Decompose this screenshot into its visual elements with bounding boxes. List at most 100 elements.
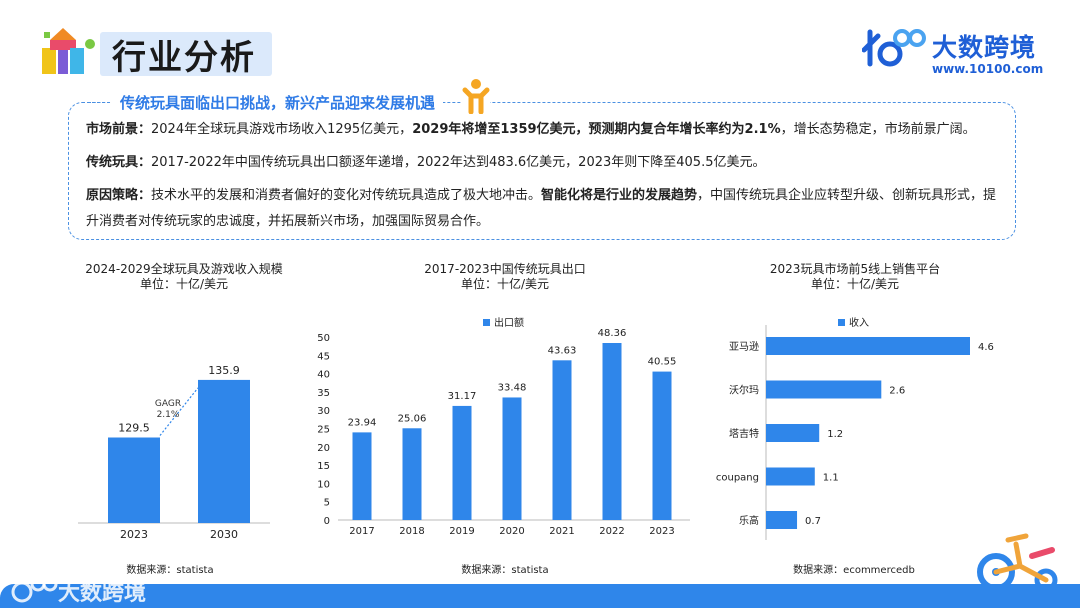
summary-text: 2017-2022年中国传统玩具出口额逐年递增，2022年达到483.6亿美元，… — [151, 155, 766, 170]
tricycle-icon — [977, 533, 1058, 592]
chart2-legend-label: 出口额 — [494, 316, 524, 329]
chart3-bar — [766, 380, 882, 399]
footer-bar — [0, 584, 1080, 608]
chart2-category-label: 2022 — [599, 526, 624, 537]
chart2-bar — [452, 405, 472, 520]
chart2-value-label: 31.17 — [448, 391, 477, 402]
chart2-ytick-label: 20 — [317, 443, 330, 454]
chart2-title-block: 2017-2023中国传统玩具出口 单位：十亿/美元 — [390, 262, 620, 292]
chart1-annotation-label: GAGR — [155, 399, 181, 409]
chart1-annotation-value: 2.1% — [157, 410, 180, 420]
chart2-ytick-label: 45 — [317, 351, 330, 362]
chart2-bar — [502, 397, 522, 520]
chart2-ytick-label: 50 — [317, 333, 330, 344]
chart3-value-label: 1.2 — [827, 429, 843, 440]
chart2-ytick-label: 30 — [317, 406, 330, 417]
chart1-value-label: 129.5 — [118, 422, 150, 435]
chart1-category-label: 2023 — [120, 528, 148, 541]
summary-row-strategy: 原因策略：技术水平的发展和消费者偏好的变化对传统玩具造成了极大地冲击。智能化将是… — [86, 183, 1006, 235]
chart3-title-block: 2023玩具市场前5线上销售平台 单位：十亿/美元 — [740, 262, 970, 292]
chart3-value-label: 1.1 — [823, 473, 839, 484]
chart2-category-label: 2017 — [349, 526, 374, 537]
toy-blocks-icon — [42, 28, 95, 74]
chart2-svg: 0 5 10 15 20 25 30 35 40 45 50 23.94 2017 25.06 2018 31… — [317, 316, 690, 537]
chart2-ytick-label: 0 — [324, 516, 330, 527]
chart1-value-label: 135.9 — [208, 364, 240, 377]
chart2-ytick-label: 35 — [317, 388, 330, 399]
chart3-category-label: 塔吉特 — [729, 427, 759, 440]
chart2-ytick-label: 25 — [317, 425, 330, 436]
summary-label: 市场前景： — [86, 122, 152, 137]
chart2-value-label: 33.48 — [498, 382, 527, 393]
chart2-bar — [402, 428, 422, 520]
chart2-value-label: 40.55 — [648, 357, 677, 368]
chart2-value-label: 43.63 — [548, 345, 577, 356]
chart2-category-label: 2018 — [399, 526, 424, 537]
summary-text: ，增长态势稳定，市场前景广阔。 — [780, 122, 976, 137]
chart2-bar — [352, 432, 372, 520]
brand-logo-icon — [862, 29, 926, 67]
chart3-bar — [766, 467, 815, 486]
chart2-legend-swatch — [483, 319, 490, 326]
chart2-subtitle: 单位：十亿/美元 — [460, 277, 550, 291]
brand-name: 大数跨境 — [932, 33, 1037, 62]
chart2-ytick-label: 15 — [317, 461, 330, 472]
summary-heading-dash — [88, 102, 110, 103]
chart3-subtitle: 单位：十亿/美元 — [810, 277, 900, 291]
chart1-bar — [108, 437, 160, 523]
summary-bold: 2029年将增至1359亿美元，预测期内复合年增长率约为2.1% — [412, 122, 781, 137]
chart3-source: 数据来源：ecommercedb — [793, 565, 915, 576]
brand-url: www.10100.com — [932, 62, 1044, 76]
summary-label: 原因策略： — [86, 188, 152, 203]
chart2-ytick-label: 5 — [324, 498, 330, 509]
summary-text: ，中国传统玩具企业应转型升级、创新玩具形式，提升消费者对传统玩家的忠诚度，并拓展… — [86, 188, 997, 229]
chart2-ytick-label: 10 — [317, 479, 330, 490]
summary-bold: 智能化将是行业的发展趋势 — [541, 188, 698, 203]
chart1-bar — [198, 379, 250, 523]
chart3-bar — [766, 511, 798, 529]
summary-text: 技术水平的发展和消费者偏好的变化对传统玩具造成了极大地冲击。 — [151, 188, 542, 203]
chart2-category-label: 2019 — [449, 526, 474, 537]
chart2-value-label: 25.06 — [398, 413, 427, 424]
footer-brand-watermark: 大数跨境 — [8, 572, 158, 606]
page-title: 行业分析 — [112, 38, 256, 78]
chart3-category-label: 沃尔玛 — [729, 384, 759, 397]
chart3-svg: 4.6 亚马逊 2.6 沃尔玛 1.2 塔吉特 1.1 coupang 0.7 乐高 收入 — [716, 316, 994, 540]
chart2-bar — [602, 343, 622, 520]
summary-heading: 传统玩具面临出口挑战，新兴产品迎来发展机遇 — [112, 92, 444, 113]
title-highlight — [100, 32, 272, 76]
chart1-source: 数据来源：statista — [126, 565, 214, 576]
watermark-brand-name: 大数跨境 — [58, 580, 146, 606]
chart2-title: 2017-2023中国传统玩具出口 — [424, 262, 586, 276]
chart2-source: 数据来源：statista — [461, 565, 549, 576]
chart3-category-label: 亚马逊 — [729, 341, 759, 353]
chart2-bar — [652, 371, 672, 520]
chart3-value-label: 2.6 — [889, 386, 905, 397]
summary-text: 2024年全球玩具游戏市场收入1295亿美元， — [151, 122, 413, 137]
chart3-title: 2023玩具市场前5线上销售平台 — [769, 262, 941, 276]
summary-row-market: 市场前景：2024年全球玩具游戏市场收入1295亿美元，2029年将增至1359… — [86, 117, 1006, 143]
chart2-category-label: 2020 — [499, 526, 524, 537]
chart2-value-label: 23.94 — [348, 417, 377, 428]
chart1-subtitle: 单位：十亿/美元 — [139, 277, 229, 291]
person-icon — [462, 78, 490, 114]
chart2-value-label: 48.36 — [598, 328, 627, 339]
watermark-logo-icon: 大数跨境 — [11, 576, 146, 606]
chart3-category-label: coupang — [716, 473, 759, 484]
chart3-value-label: 0.7 — [805, 516, 821, 527]
chart2-ytick-label: 40 — [317, 370, 330, 381]
chart2-category-label: 2021 — [549, 526, 574, 537]
summary-box — [68, 102, 1016, 240]
chart1-title: 2024-2029全球玩具及游戏收入规模 — [85, 262, 283, 276]
chart2-bar — [552, 360, 572, 520]
chart1-title-block: 2024-2029全球玩具及游戏收入规模 单位：十亿/美元 — [70, 262, 298, 292]
chart3-value-label: 4.6 — [978, 342, 994, 353]
chart3-legend-label: 收入 — [849, 316, 869, 329]
summary-row-traditional: 传统玩具：2017-2022年中国传统玩具出口额逐年递增，2022年达到483.… — [86, 150, 1006, 176]
chart3-bar — [766, 424, 820, 442]
chart1-category-label: 2030 — [210, 528, 238, 541]
chart3-bar — [766, 337, 970, 355]
chart3-legend-swatch — [838, 319, 845, 326]
chart3-category-label: 乐高 — [739, 514, 759, 527]
